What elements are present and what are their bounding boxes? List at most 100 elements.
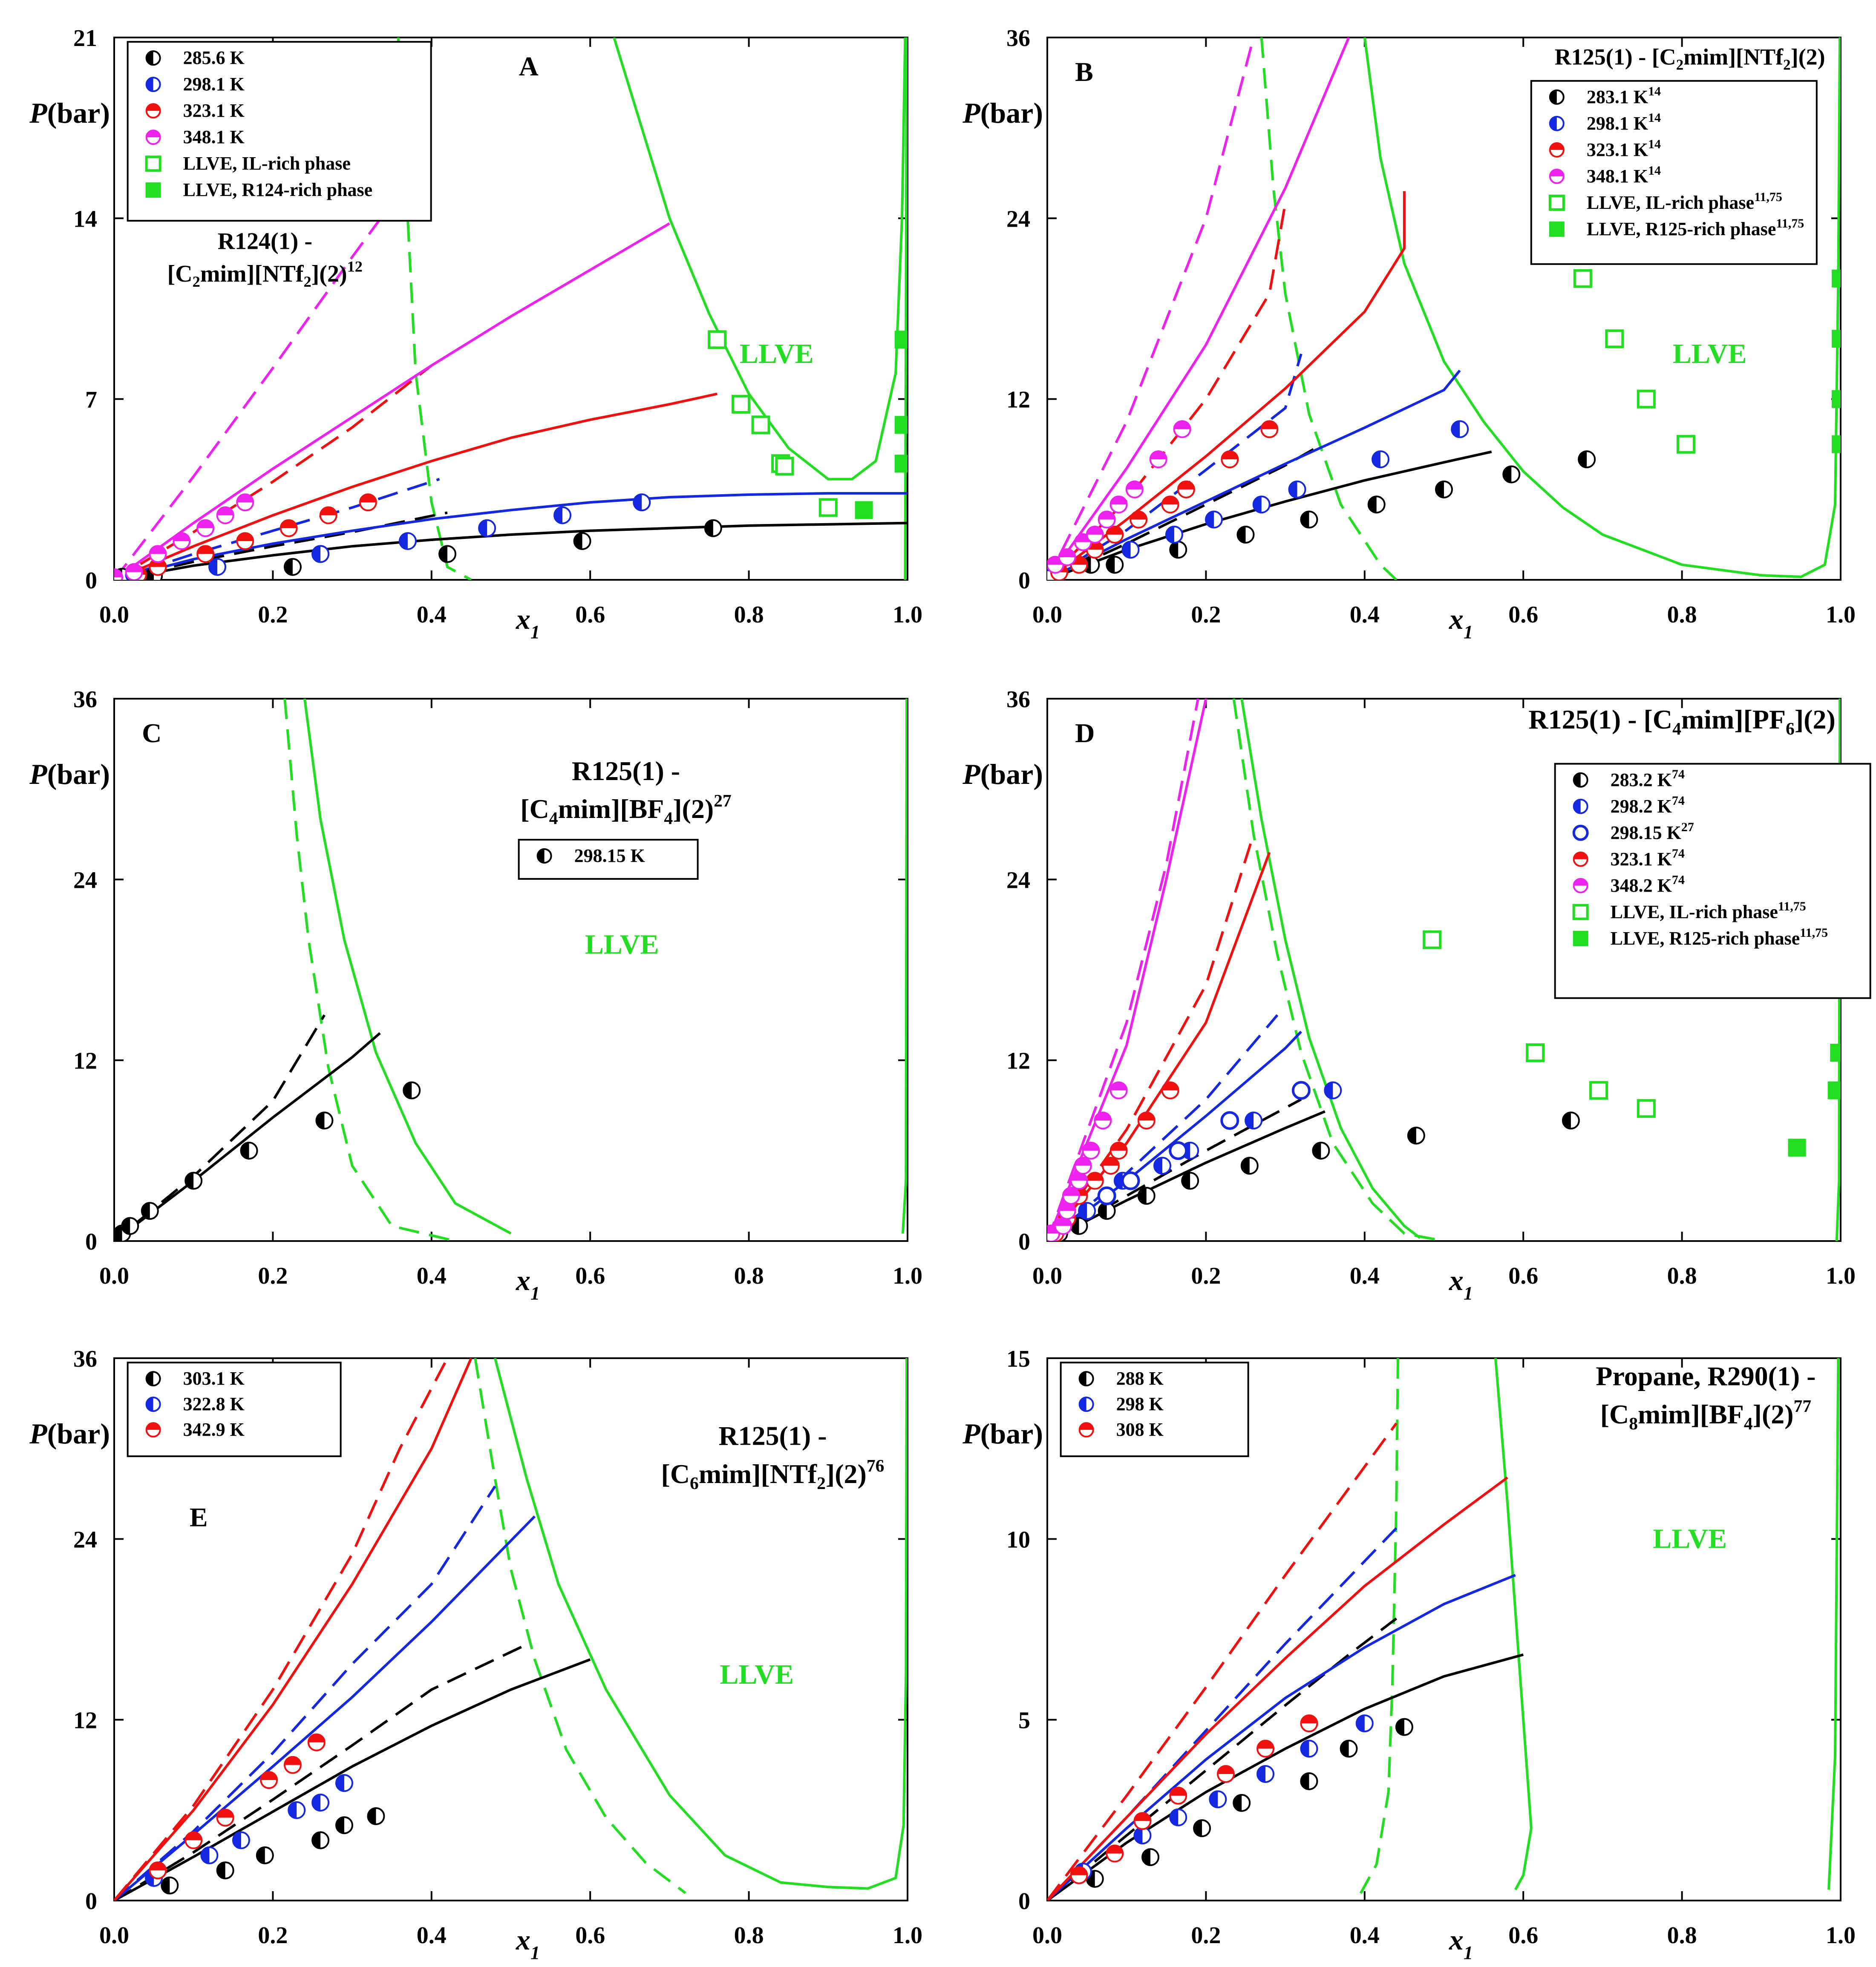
model-curve-dashed bbox=[114, 1485, 496, 1901]
data-point bbox=[1589, 1081, 1608, 1100]
y-axis-label: P(bar) bbox=[29, 1417, 110, 1450]
data-point bbox=[1058, 1202, 1076, 1220]
model-curve-dashed bbox=[114, 478, 440, 580]
llve-boundary-solid bbox=[303, 699, 512, 1235]
data-point bbox=[149, 1861, 167, 1880]
plot-frame bbox=[1046, 37, 1841, 581]
plot-area bbox=[114, 37, 908, 580]
x-tick-label: 0.0 bbox=[1032, 1263, 1062, 1289]
data-point bbox=[403, 1081, 421, 1100]
data-point bbox=[1605, 329, 1624, 348]
y-tick-label: 0 bbox=[1018, 1888, 1030, 1915]
panel-title: R124(1) - [C2mim][NTf2](2)12 bbox=[167, 228, 363, 290]
legend-label: 348.2 K74 bbox=[1611, 873, 1685, 896]
legend-label: 322.8 K bbox=[183, 1394, 245, 1414]
data-point bbox=[894, 416, 908, 434]
data-point bbox=[196, 519, 215, 537]
x-tick-label: 0.4 bbox=[417, 602, 447, 628]
data-point bbox=[1169, 541, 1187, 559]
legend-marker bbox=[145, 1422, 161, 1438]
data-point bbox=[1288, 480, 1306, 498]
legend-marker bbox=[1549, 168, 1565, 184]
data-point bbox=[1830, 1043, 1841, 1062]
data-point bbox=[196, 545, 215, 563]
data-point bbox=[216, 506, 234, 524]
x-tick-label: 1.0 bbox=[1826, 602, 1856, 628]
y-tick-label: 7 bbox=[85, 387, 97, 413]
x-tick-label: 0.0 bbox=[1032, 602, 1062, 628]
panel-title: R125(1) - [C6mim][NTf2](2)76 bbox=[661, 1421, 885, 1493]
y-axis-label: P(bar) bbox=[29, 758, 110, 790]
data-point bbox=[367, 1807, 385, 1825]
data-point bbox=[1106, 525, 1124, 544]
panel-title: Propane, R290(1) - [C8mim][BF4](2)77 bbox=[1596, 1361, 1815, 1433]
data-point bbox=[1137, 1112, 1156, 1130]
data-point bbox=[1451, 420, 1469, 438]
legend-label: LLVE, R125-rich phase11,75 bbox=[1587, 216, 1804, 239]
data-point bbox=[208, 558, 227, 576]
legend-marker bbox=[1573, 798, 1588, 814]
legend-marker bbox=[1572, 824, 1589, 841]
data-point bbox=[731, 395, 750, 414]
legend-marker bbox=[1078, 1371, 1094, 1387]
legend-box bbox=[1554, 763, 1871, 999]
model-curve-dashed bbox=[114, 511, 448, 580]
model-curve-solid bbox=[1047, 369, 1461, 580]
data-point bbox=[1074, 1157, 1092, 1175]
llve-boundary-solid bbox=[1494, 1358, 1533, 1890]
data-point bbox=[1161, 1081, 1179, 1100]
panel-title: R125(1) - [C4mim][PF6](2) bbox=[1528, 704, 1835, 738]
legend-marker bbox=[145, 130, 161, 145]
y-tick-label: 12 bbox=[73, 1048, 97, 1074]
model-curve-solid bbox=[114, 222, 670, 580]
data-point bbox=[751, 415, 770, 435]
data-point bbox=[1252, 495, 1271, 514]
legend-marker bbox=[145, 103, 161, 119]
x-tick-label: 1.0 bbox=[893, 1263, 922, 1289]
data-point bbox=[1169, 1808, 1187, 1826]
legend: 303.1 K 322.8 K 342.9 K bbox=[127, 1362, 342, 1457]
data-point bbox=[894, 331, 908, 349]
data-point bbox=[1395, 1718, 1413, 1736]
data-point bbox=[1562, 1112, 1580, 1130]
model-curve-solid bbox=[114, 1658, 591, 1901]
panel-letter: A bbox=[519, 51, 539, 81]
y-tick-label: 12 bbox=[73, 1708, 97, 1734]
x-tick-label: 0.2 bbox=[258, 1922, 288, 1949]
model-curve-dashed bbox=[114, 1643, 527, 1901]
data-point bbox=[200, 1846, 219, 1864]
data-point bbox=[1256, 1765, 1275, 1783]
legend-label: LLVE, R124-rich phase bbox=[183, 179, 373, 200]
data-point bbox=[161, 1876, 179, 1895]
data-point bbox=[236, 532, 254, 550]
title-text: R125(1) - bbox=[572, 756, 680, 786]
data-point bbox=[1054, 1217, 1072, 1235]
model-curve-solid bbox=[1047, 1476, 1508, 1901]
data-point bbox=[1676, 435, 1695, 454]
y-tick-label: 36 bbox=[73, 686, 97, 713]
data-point bbox=[288, 1801, 306, 1819]
data-point bbox=[1256, 1739, 1275, 1758]
data-point bbox=[1221, 450, 1239, 469]
data-point bbox=[1137, 1187, 1156, 1205]
data-point bbox=[1637, 1099, 1656, 1118]
x-tick-label: 0.2 bbox=[1191, 1263, 1221, 1289]
x-tick-label: 0.6 bbox=[575, 1922, 605, 1949]
x-tick-label: 0.4 bbox=[1350, 1263, 1380, 1289]
title-text: [C6mim][NTf2](2)76 bbox=[661, 1456, 885, 1493]
legend-box bbox=[1530, 80, 1818, 265]
data-point bbox=[1372, 450, 1390, 469]
data-point bbox=[311, 1794, 330, 1812]
plot-frame bbox=[1046, 1357, 1841, 1901]
llve-boundary-solid-right bbox=[1827, 1358, 1840, 1890]
data-point bbox=[114, 568, 123, 580]
llve-label: LLVE bbox=[1653, 1523, 1727, 1555]
data-point bbox=[855, 501, 873, 519]
data-point bbox=[894, 455, 908, 473]
llve-boundary-dashed bbox=[474, 1358, 686, 1894]
y-tick-label: 0 bbox=[1018, 1229, 1030, 1255]
x-tick-label: 0.2 bbox=[258, 602, 288, 628]
legend-marker bbox=[145, 1371, 161, 1387]
data-point bbox=[1300, 1714, 1318, 1733]
data-point bbox=[1240, 1157, 1259, 1175]
